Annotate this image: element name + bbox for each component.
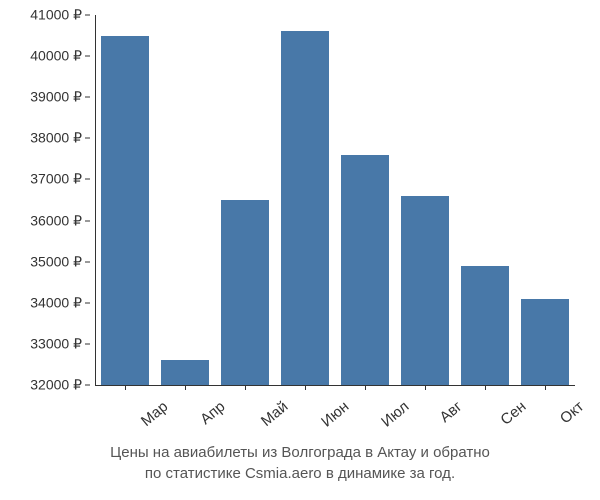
plot-area [95,15,575,385]
x-tick-mark [485,385,486,390]
caption-line-1: Цены на авиабилеты из Волгограда в Актау… [20,442,580,463]
bar [281,31,329,385]
bars-container [95,15,575,385]
bar [401,196,449,385]
bar [101,36,149,385]
y-tick-label: 37000 ₽ [30,171,82,188]
y-tick-mark [85,97,90,98]
y-tick-label: 41000 ₽ [30,7,82,24]
x-tick-label: Сен [497,398,529,429]
x-tick-mark [425,385,426,390]
y-tick-mark [85,261,90,262]
x-axis-line [95,385,575,386]
x-tick-mark [185,385,186,390]
y-axis: 32000 ₽33000 ₽34000 ₽35000 ₽36000 ₽37000… [0,15,90,385]
price-chart: 32000 ₽ 33000 ₽ 34000 ₽ 35000 ₽ 36000 ₽ 37000… [0,0,600,500]
y-tick-label: 33000 ₽ [30,335,82,352]
y-tick-label: 36000 ₽ [30,212,82,229]
y-tick-mark [85,138,90,139]
y-tick-label: 40000 ₽ [30,48,82,65]
x-tick-label: Авг [436,398,465,426]
y-tick-mark [85,15,90,16]
bar [521,299,569,385]
y-tick-mark [85,179,90,180]
caption-line-2: по статистике Csmia.aero в динамике за г… [20,463,580,484]
chart-caption: Цены на авиабилеты из Волгограда в Актау… [0,442,600,484]
x-tick-label: Окт [557,398,587,427]
y-tick-mark [85,385,90,386]
x-tick-mark [545,385,546,390]
x-tick-mark [365,385,366,390]
y-tick-label: 35000 ₽ [30,253,82,270]
y-tick-label: 38000 ₽ [30,130,82,147]
y-tick-label: 34000 ₽ [30,294,82,311]
bar [461,266,509,385]
y-tick-mark [85,56,90,57]
y-tick-mark [85,343,90,344]
y-tick-mark [85,220,90,221]
y-tick-label: 39000 ₽ [30,89,82,106]
x-tick-label: Июл [378,398,412,431]
y-tick-label: 32000 ₽ [30,377,82,394]
x-tick-mark [125,385,126,390]
x-tick-mark [245,385,246,390]
x-axis-labels: МарАпрМайИюнИюлАвгСенОкт [95,390,575,440]
x-tick-label: Июн [318,398,352,431]
x-tick-mark [305,385,306,390]
bar [221,200,269,385]
x-tick-label: Май [258,398,291,430]
y-tick-mark [85,302,90,303]
x-tick-label: Апр [197,398,228,428]
bar [161,360,209,385]
bar [341,155,389,385]
x-tick-label: Мар [138,398,171,430]
